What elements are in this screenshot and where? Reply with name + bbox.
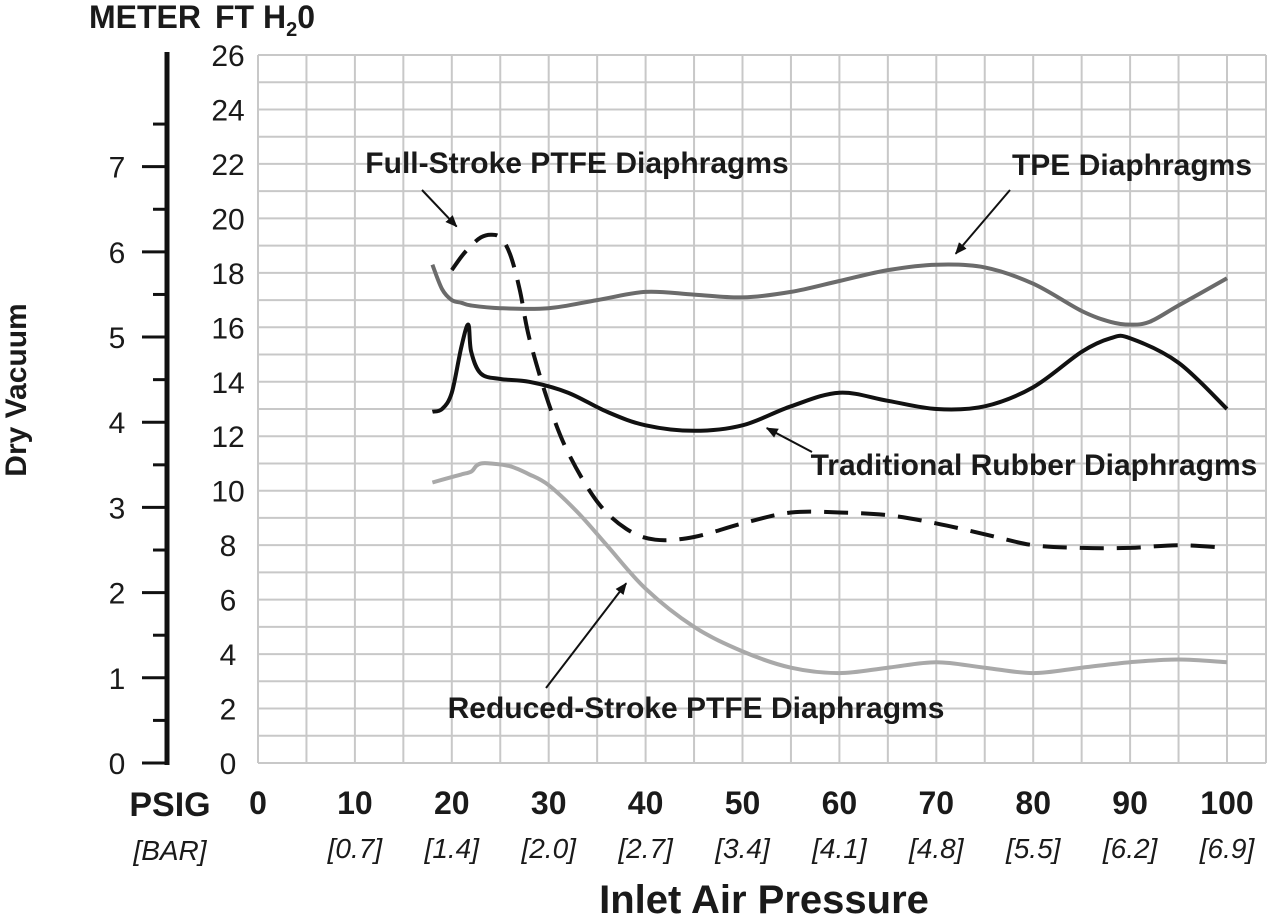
y-tick-label: 20 (211, 203, 244, 236)
annotation-arrow-tpe-diaphragms (954, 189, 1011, 255)
x-tick-label: 50 (725, 785, 761, 821)
meter-tick-label: 4 (109, 407, 126, 440)
x-tick-label: 40 (628, 785, 664, 821)
annotation-arrow-reduced-stroke-ptfe-diaphragms (545, 582, 628, 689)
x-bar-tick-label: [3.4] (714, 833, 771, 864)
y-tick-label: 8 (220, 530, 237, 563)
x-tick-label: 60 (822, 785, 858, 821)
x-tick-label: 10 (337, 785, 373, 821)
annotation-label-full-stroke-ptfe-diaphragms: Full-Stroke PTFE Diaphragms (365, 147, 788, 180)
y-axis-title: Dry Vacuum (0, 303, 33, 476)
y-tick-label: 26 (211, 40, 244, 73)
meter-tick-label: 7 (109, 152, 126, 185)
ft-h-unit-subscript: 2 (286, 19, 297, 41)
y-tick-label: 0 (220, 748, 237, 781)
meter-tick-label: 6 (109, 237, 126, 270)
bar-unit-label: [BAR] (132, 835, 207, 866)
annotation-arrow-full-stroke-ptfe-diaphragms (421, 189, 458, 228)
x-tick-label: 80 (1015, 785, 1051, 821)
grid (257, 54, 1267, 764)
ft-h-unit-part: FT H (215, 0, 286, 35)
ft-h2o-unit-label: FT H20 (215, 0, 315, 41)
series-line-full-stroke-ptfe-diaphragms (450, 232, 1228, 551)
meter-tick-label: 0 (109, 748, 126, 781)
series-line-tpe-diaphragms (430, 262, 1228, 327)
x-tick-label: 70 (919, 785, 955, 821)
annotations: Full-Stroke PTFE Diaphragms TPE Diaphragm… (365, 147, 1257, 725)
y-tick-label: 18 (211, 258, 244, 291)
x-bar-tick-label: [5.5] (1005, 833, 1062, 864)
y-tick-label: 22 (211, 149, 244, 182)
y-tick-label: 4 (220, 639, 237, 672)
meter-unit-label: METER (89, 0, 201, 35)
x-tick-label: 90 (1112, 785, 1148, 821)
y-tick-label: 12 (211, 421, 244, 454)
ft-h-unit-suffix: 0 (297, 0, 315, 35)
psig-unit-label: PSIG (129, 786, 210, 824)
y-tick-label: 2 (220, 694, 237, 727)
meter-tick-label: 1 (109, 663, 126, 696)
meter-tick-label: 2 (109, 578, 126, 611)
y-tick-label: 24 (211, 94, 244, 127)
x-bar-tick-label: [6.9] (1199, 833, 1256, 864)
x-bar-tick-label: [0.7] (327, 833, 384, 864)
x-bar-tick-label: [4.8] (908, 833, 965, 864)
x-tick-label: 100 (1200, 785, 1253, 821)
x-tick-label: 20 (434, 785, 470, 821)
x-bar-tick-label: [4.1] (811, 833, 868, 864)
x-bar-tick-label: [6.2] (1102, 833, 1159, 864)
y-tick-label: 6 (220, 585, 237, 618)
x-tick-label: 0 (249, 785, 267, 821)
x-bar-tick-label: [1.4] (424, 833, 481, 864)
x-tick-label: 30 (531, 785, 567, 821)
series-lines (430, 232, 1229, 676)
annotation-label-tpe-diaphragms: TPE Diaphragms (1012, 149, 1252, 182)
annotation-label-reduced-stroke-ptfe-diaphragms: Reduced-Stroke PTFE Diaphragms (448, 692, 945, 725)
annotation-arrow-traditional-rubber-diaphragms (765, 427, 813, 453)
meter-tick-label: 5 (109, 322, 126, 355)
y-tick-label: 14 (211, 367, 244, 400)
annotation-label-traditional-rubber-diaphragms: Traditional Rubber Diaphragms (811, 449, 1258, 482)
series-line-traditional-rubber-diaphragms (431, 322, 1229, 433)
x-bar-tick-label: [2.7] (617, 833, 674, 864)
series-line-reduced-stroke-ptfe-diaphragms (431, 461, 1228, 676)
y-tick-label: 10 (211, 476, 244, 509)
meter-tick-label: 3 (109, 492, 126, 525)
x-bar-tick-label: [2.0] (520, 833, 577, 864)
x-axis-title: Inlet Air Pressure (599, 878, 929, 918)
y-tick-label: 16 (211, 312, 244, 345)
